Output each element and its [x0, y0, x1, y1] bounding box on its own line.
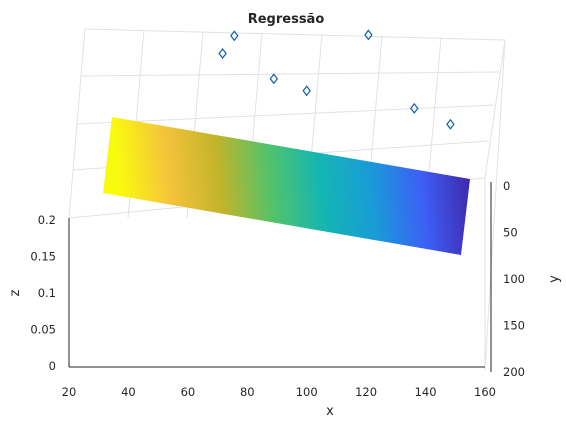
y-tick-label: 0 — [503, 179, 510, 193]
regression-surface — [103, 117, 470, 255]
x-tick-label: 120 — [355, 385, 377, 399]
data-point-marker — [269, 73, 279, 85]
data-point-marker — [218, 48, 227, 59]
z-tick-label: 0 — [49, 359, 56, 373]
y-tick-label: 150 — [503, 319, 525, 333]
y-axis-label: y — [547, 275, 562, 283]
z-axis-label: z — [8, 289, 23, 296]
data-point-marker — [446, 118, 455, 130]
data-point-marker — [364, 29, 373, 41]
x-tick-labels: 20 40 60 80 100 120 140 160 — [62, 385, 496, 399]
x-tick-label: 80 — [240, 385, 255, 399]
data-point-marker — [410, 102, 419, 114]
x-tick-label: 100 — [296, 385, 318, 399]
y-tick-labels: 0 50 100 150 200 — [503, 179, 525, 379]
y-tick-label: 100 — [503, 272, 525, 286]
z-tick-label: 0.05 — [30, 323, 56, 337]
x-tick-label: 160 — [474, 385, 496, 399]
x-axis-label: x — [326, 404, 334, 419]
x-tick-label: 60 — [181, 385, 196, 399]
chart-title: Regressão — [248, 12, 325, 27]
data-point-marker — [302, 85, 311, 97]
z-tick-label: 0.1 — [38, 286, 56, 300]
x-tick-label: 20 — [62, 385, 77, 399]
x-tick-label: 140 — [415, 385, 437, 399]
data-point-marker — [230, 30, 239, 42]
z-tick-label: 0.15 — [30, 250, 56, 264]
y-tick-label: 200 — [503, 365, 525, 379]
axis-lines — [68, 182, 492, 372]
z-tick-labels: 0 0.05 0.1 0.15 0.2 — [30, 213, 56, 373]
data-points — [218, 29, 455, 130]
x-tick-label: 40 — [121, 385, 136, 399]
z-tick-label: 0.2 — [38, 213, 56, 227]
y-tick-label: 50 — [503, 226, 518, 240]
